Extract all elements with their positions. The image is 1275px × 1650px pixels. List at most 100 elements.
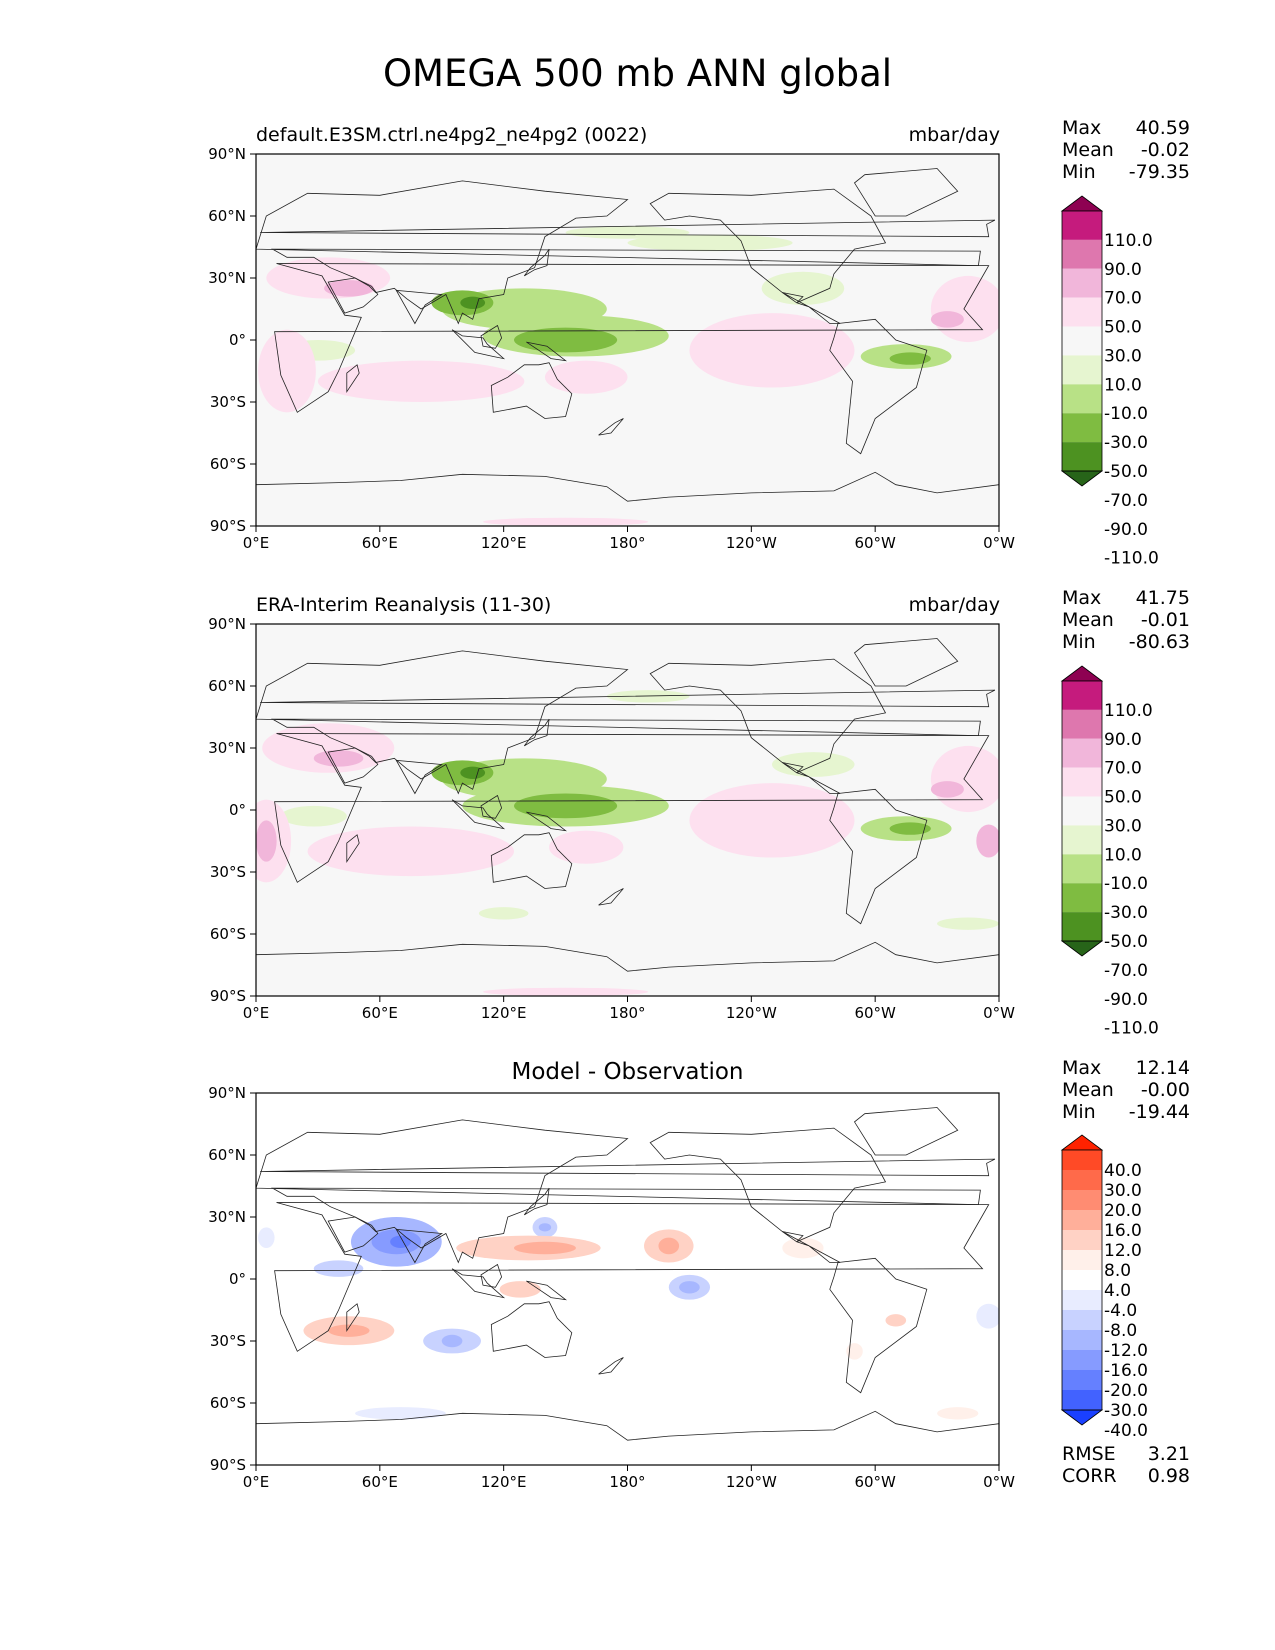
coastline-borneo xyxy=(480,1263,503,1288)
colorbar-label: 30.0 xyxy=(1104,816,1142,836)
lat-label: 0° xyxy=(229,801,246,819)
coastline-eurasia xyxy=(256,1119,981,1264)
coastline-australia xyxy=(490,832,573,889)
colorbar-label: -90.0 xyxy=(1104,990,1148,1010)
colorbar-segment xyxy=(1062,681,1102,710)
lat-label: 60°S xyxy=(210,455,246,473)
lon-label: 60°E xyxy=(362,1004,398,1022)
contour-region xyxy=(307,826,514,877)
coastline-madagascar xyxy=(346,364,360,394)
coastline-samerica xyxy=(829,318,928,455)
coastline-greenland xyxy=(853,1107,959,1156)
lat-label: 90°S xyxy=(210,517,246,535)
coastline-samerica xyxy=(829,1257,928,1394)
colorbar-extend-top xyxy=(1060,665,1104,682)
coastline-japan xyxy=(523,718,550,747)
lat-label: 30°S xyxy=(210,1332,246,1350)
coastline-madagascar xyxy=(346,834,360,864)
coastline-arabia xyxy=(327,747,379,784)
coastline-madagascar xyxy=(346,1303,360,1333)
coastline-uk xyxy=(260,219,996,238)
colorbar-frame xyxy=(1061,680,1103,942)
lon-label: 60°E xyxy=(362,534,398,552)
lat-label: 0° xyxy=(229,331,246,349)
coastline-borneo xyxy=(480,324,503,349)
colorbar-segment xyxy=(1062,1390,1102,1410)
colorbar-label: 110.0 xyxy=(1104,231,1153,251)
colorbar-label: 20.0 xyxy=(1104,1201,1142,1221)
map-panel-2: 90°N 60°N 30°N 0° 30°S 60°S 90°S0°E 60°E 120°E 18… xyxy=(208,615,1015,1022)
coastline-samerica xyxy=(829,788,928,925)
coastline-antarctica xyxy=(256,471,999,526)
coastline-namerica xyxy=(649,188,887,304)
coastline-arabia xyxy=(327,1216,379,1253)
lat-label: 90°S xyxy=(210,987,246,1005)
contour-region xyxy=(328,1324,370,1337)
contour-region xyxy=(771,752,855,777)
lat-label: 30°N xyxy=(208,739,246,757)
colorbar-frame xyxy=(1061,1149,1103,1411)
lon-label: 180° xyxy=(609,1004,645,1022)
lat-label: 60°S xyxy=(210,1394,246,1412)
colorbar-label: 30.0 xyxy=(1104,346,1142,366)
lon-label: 0°E xyxy=(243,1004,270,1022)
colorbar-extend-top xyxy=(1060,1134,1104,1151)
colorbar-label: -110.0 xyxy=(1104,1019,1159,1039)
colorbar-label: 90.0 xyxy=(1104,730,1142,750)
colorbar-label: 40.0 xyxy=(1104,1161,1142,1181)
coastline-india xyxy=(395,759,444,795)
colorbar-label: 110.0 xyxy=(1104,701,1153,721)
contour-region xyxy=(258,329,316,413)
panel3-metrics: RMSE 3.21 CORR 0.98 xyxy=(1062,1443,1190,1487)
stat-label: Mean xyxy=(1062,1079,1114,1101)
lat-label: 30°S xyxy=(210,393,246,411)
contour-region xyxy=(499,1281,541,1298)
lat-label: 60°N xyxy=(208,207,246,225)
colorbar-label: 70.0 xyxy=(1104,289,1142,309)
contour-region xyxy=(976,824,999,858)
stat-value: -0.00 xyxy=(1140,1079,1190,1101)
colorbar-segment xyxy=(1062,825,1102,855)
lon-label: 180° xyxy=(609,1473,645,1491)
colorbar-label: 16.0 xyxy=(1104,1221,1142,1241)
coastline-camerica xyxy=(782,292,841,324)
stat-label: Max xyxy=(1062,1057,1102,1079)
lon-label: 0°W xyxy=(983,534,1015,552)
contour-region xyxy=(658,1237,680,1255)
coastline-indonesia xyxy=(451,329,506,360)
colorbar-label: -30.0 xyxy=(1104,903,1148,923)
coastline-nz xyxy=(598,1357,624,1375)
panel3-title: Model - Observation xyxy=(511,1059,744,1085)
colorbar-label: -16.0 xyxy=(1104,1361,1148,1381)
stat-value: 12.14 xyxy=(1135,1057,1190,1079)
coastline-arabia xyxy=(327,277,379,314)
colorbar-label: -20.0 xyxy=(1104,1381,1148,1401)
colorbar-segment xyxy=(1062,767,1102,797)
coastline-africa xyxy=(274,733,990,883)
panel1-stats: Max 40.59 Mean -0.02 Min -79.35 xyxy=(1062,117,1190,183)
coastline-newguinea xyxy=(526,811,568,832)
metric-label: RMSE xyxy=(1062,1443,1116,1465)
contour-region xyxy=(538,1223,552,1232)
colorbar-label: 12.0 xyxy=(1104,1241,1142,1261)
panel2-title-left: ERA-Interim Reanalysis (11-30) xyxy=(256,594,552,616)
colorbar-segment xyxy=(1062,297,1102,327)
map-panel-1: 90°N 60°N 30°N 0° 30°S 60°S 90°S0°E 60°E 120°E 18… xyxy=(208,145,1015,552)
lat-label: 0° xyxy=(229,1270,246,1288)
colorbar-segment xyxy=(1062,442,1102,471)
colorbar-extend-bottom xyxy=(1060,1409,1104,1426)
stat-value: 40.59 xyxy=(1135,117,1190,139)
lon-label: 0°E xyxy=(243,534,270,552)
colorbar-segment xyxy=(1062,239,1102,269)
lon-label: 60°W xyxy=(854,534,896,552)
contour-region xyxy=(317,360,525,403)
stat-value: -79.35 xyxy=(1128,161,1190,183)
stat-label: Max xyxy=(1062,117,1102,139)
contour-region xyxy=(689,783,855,858)
coastline-nz xyxy=(598,418,624,436)
contour-region xyxy=(513,1241,576,1255)
coastline-australia xyxy=(490,362,573,419)
stat-value: 41.75 xyxy=(1135,587,1190,609)
colorbar-label: -50.0 xyxy=(1104,932,1148,952)
